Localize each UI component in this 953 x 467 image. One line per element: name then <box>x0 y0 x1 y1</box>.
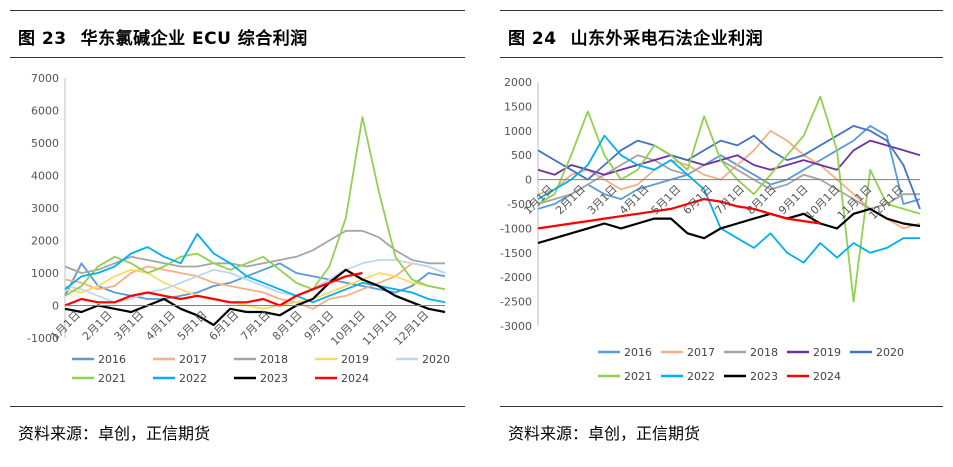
legend-label-2023: 2023 <box>750 370 778 383</box>
y-tick-label: 0 <box>525 174 532 187</box>
legend-label-2018: 2018 <box>260 353 288 366</box>
top-rule <box>10 10 465 11</box>
data-source: 资料来源：卓创，正信期货 <box>18 424 211 443</box>
legend-label-2017: 2017 <box>179 353 207 366</box>
legend-label-2016: 2016 <box>98 353 126 366</box>
legend-label-2019: 2019 <box>813 346 841 359</box>
legend-label-2023: 2023 <box>260 372 288 385</box>
y-tick-label: -3000 <box>500 320 532 333</box>
data-source: 资料来源：卓创，正信期货 <box>508 424 701 443</box>
series-line-2017 <box>537 129 921 230</box>
bottom-rule <box>10 406 465 407</box>
series-line-2023 <box>64 268 446 327</box>
y-tick-label: -2500 <box>500 296 532 309</box>
y-tick-label: 5000 <box>31 137 59 150</box>
series-line-2019 <box>537 139 921 176</box>
y-tick-label: 1500 <box>504 100 532 113</box>
bottom-rule <box>500 406 943 407</box>
profit-chart-east-china: 7000 6000 5000 4000 3000 2000 1000 0 -10001月1日2月… <box>27 72 450 385</box>
title-rule <box>500 57 943 58</box>
y-tick-label: -500 <box>507 198 532 211</box>
figure-title-text: 华东氯碱企业 ECU 综合利润 <box>80 29 308 49</box>
y-tick-label: 500 <box>511 149 532 162</box>
series-line-2024 <box>64 271 363 307</box>
chart-title: 图 24 山东外采电石法企业利润 <box>508 24 763 49</box>
legend-label-2022: 2022 <box>687 370 715 383</box>
legend-label-2024: 2024 <box>341 372 369 385</box>
y-tick-label: 1000 <box>504 125 532 138</box>
x-tick-label: 3月1日 <box>585 183 620 218</box>
legend-label-2019: 2019 <box>341 353 369 366</box>
chart-title: 图 23 华东氯碱企业 ECU 综合利润 <box>18 24 308 49</box>
x-tick-label: 12月1日 <box>392 308 432 348</box>
x-tick-label: 5月1日 <box>649 183 684 218</box>
series-line-2018 <box>64 229 445 274</box>
legend-label-2020: 2020 <box>876 346 904 359</box>
chart-panel-left: 图 23 华东氯碱企业 ECU 综合利润 7000 6000 5000 4000 3000… <box>0 0 475 467</box>
series-line-2020 <box>537 125 921 210</box>
y-tick-label: -2000 <box>500 271 532 284</box>
x-tick-label: 4月1日 <box>143 308 178 343</box>
y-tick-label: -1500 <box>500 247 532 260</box>
x-tick-label: 7月1日 <box>238 308 273 343</box>
legend-label-2018: 2018 <box>750 346 778 359</box>
y-tick-label: -1000 <box>27 332 59 345</box>
series-line-2016 <box>64 262 446 300</box>
series-line-2022 <box>537 134 920 264</box>
series-line-2021 <box>537 95 921 303</box>
series-line-2016 <box>537 125 921 210</box>
title-rule <box>10 57 465 58</box>
y-tick-label: 4000 <box>31 170 59 183</box>
series-line-2023 <box>537 207 921 245</box>
chart-panel-right: 图 24 山东外采电石法企业利润 2000 1500 1000 500 0 -500 -100… <box>490 0 953 467</box>
y-tick-label: -1000 <box>500 222 532 235</box>
series-line-2020 <box>64 259 446 304</box>
legend-label-2021: 2021 <box>98 372 126 385</box>
series-line-2019 <box>64 268 446 310</box>
legend-label-2021: 2021 <box>624 370 652 383</box>
y-tick-label: 6000 <box>31 105 59 118</box>
top-rule <box>500 10 943 11</box>
x-tick-label: 2月1日 <box>80 308 115 343</box>
y-tick-label: 2000 <box>504 76 532 89</box>
y-tick-label: 0 <box>52 300 59 313</box>
y-tick-label: 7000 <box>31 72 59 85</box>
x-tick-label: 3月1日 <box>112 308 147 343</box>
y-tick-label: 2000 <box>31 235 59 248</box>
profit-chart-shandong: 2000 1500 1000 500 0 -500 -1000 -1500 -2000 -2500… <box>500 76 921 383</box>
figure-title-text: 山东外采电石法企业利润 <box>570 29 764 49</box>
legend-label-2017: 2017 <box>687 346 715 359</box>
legend-label-2020: 2020 <box>422 353 450 366</box>
y-tick-label: 3000 <box>31 202 59 215</box>
legend-label-2024: 2024 <box>813 370 841 383</box>
legend-label-2016: 2016 <box>624 346 652 359</box>
x-tick-label: 12月1日 <box>867 183 907 223</box>
y-tick-label: 1000 <box>31 267 59 280</box>
series-line-2017 <box>64 262 446 310</box>
series-line-2021 <box>64 116 446 297</box>
x-tick-label: 1月1日 <box>48 308 83 343</box>
x-tick-label: 10月1日 <box>803 183 843 223</box>
figure-number: 图 24 <box>508 29 557 49</box>
x-tick-label: 7月1日 <box>712 183 747 218</box>
legend-label-2022: 2022 <box>179 372 207 385</box>
series-line-2018 <box>537 154 920 210</box>
figure-number: 图 23 <box>18 29 67 49</box>
series-line-2024 <box>537 198 821 230</box>
